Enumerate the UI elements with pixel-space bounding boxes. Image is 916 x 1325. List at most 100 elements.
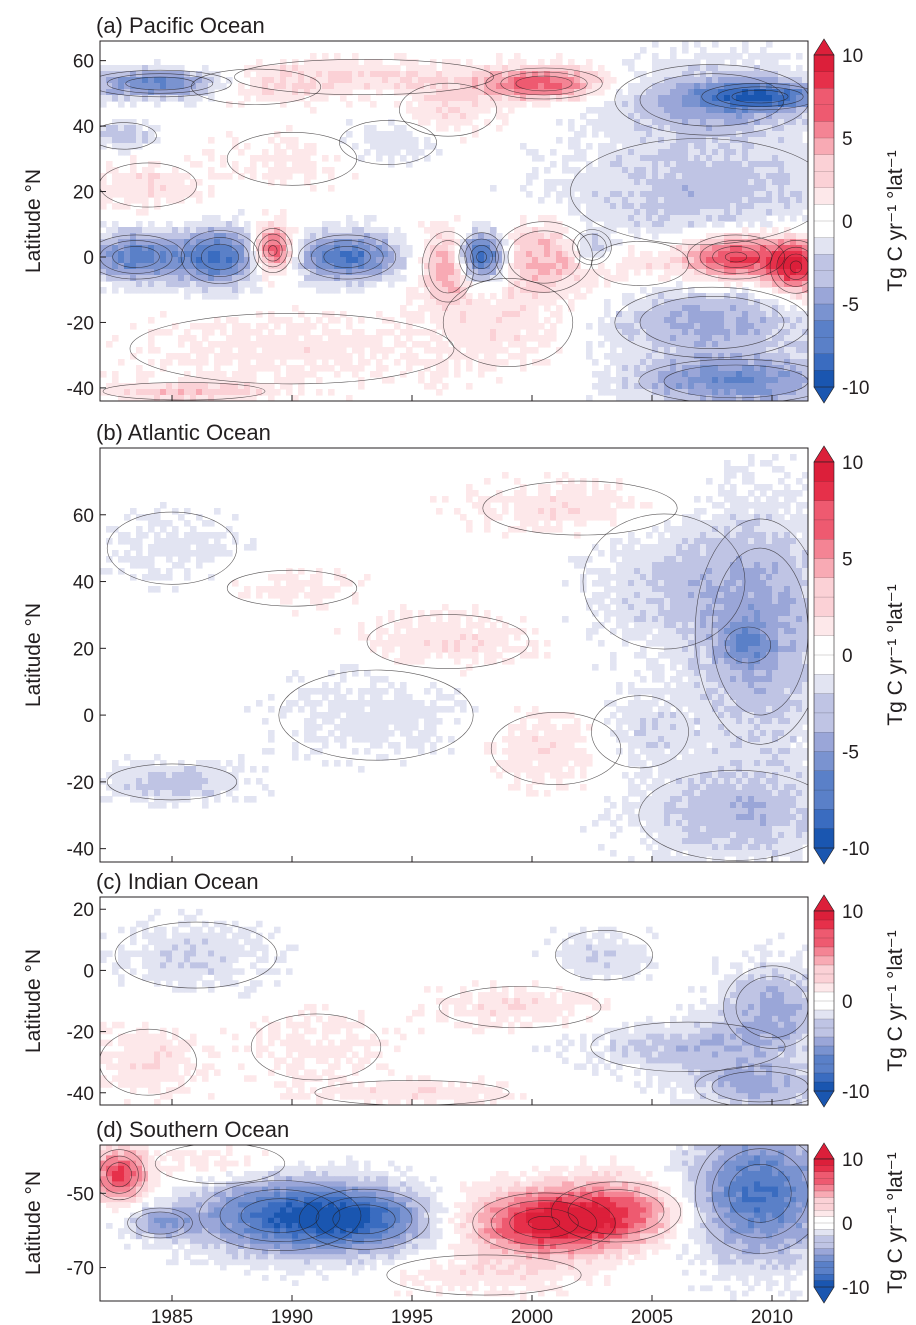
- colorbar-step: [814, 911, 834, 921]
- plot-frame: [99, 40, 809, 402]
- contour-line: [102, 382, 266, 401]
- colorbar-step: [814, 221, 834, 238]
- contour-line: [100, 69, 232, 98]
- colorbar-step: [814, 809, 834, 830]
- colorbar-step: [814, 1203, 834, 1211]
- contour-line: [735, 976, 808, 1038]
- colorbar-step: [814, 635, 834, 656]
- y-tick-label: -40: [67, 379, 94, 400]
- contour-line: [268, 245, 278, 256]
- contour-line: [614, 286, 808, 359]
- contour-line: [639, 295, 785, 349]
- contour-line: [711, 1071, 808, 1103]
- colorbar-step: [814, 500, 834, 521]
- colorbar-label: Tg C yr⁻¹ °lat⁻¹: [884, 150, 907, 291]
- y-tick-label: 20: [73, 183, 94, 204]
- heatmap-field: [100, 448, 808, 862]
- colorbar: 10 5 0 -5 -10 Tg C yr⁻¹ °lat⁻¹: [813, 445, 907, 865]
- contour-line: [125, 76, 195, 91]
- contour-line: [590, 1021, 786, 1073]
- colorbar-step: [814, 938, 834, 948]
- contour-line: [724, 626, 771, 664]
- colorbar: 10 0 -10 Tg C yr⁻¹ °lat⁻¹: [813, 1142, 907, 1304]
- contour-line: [314, 1080, 510, 1105]
- colorbar-tick-label: 5: [842, 550, 853, 571]
- contour-line: [106, 1162, 132, 1188]
- colorbar-tick-label: 10: [842, 453, 863, 474]
- colorbar-label: Tg C yr⁻¹ °lat⁻¹: [884, 584, 907, 725]
- colorbar-step: [814, 237, 834, 255]
- colorbar-step: [814, 121, 834, 139]
- colorbar-max-arrow: [813, 1142, 835, 1160]
- colorbar-step: [814, 1229, 834, 1237]
- colorbar-max-arrow: [813, 445, 835, 463]
- colorbar-step: [814, 597, 834, 617]
- colorbar-step: [814, 187, 834, 205]
- contour-line: [399, 82, 497, 137]
- colorbar-step: [814, 304, 834, 321]
- colorbar-step: [814, 1073, 834, 1083]
- panel-4: (d) Southern Ocean -50 -70 Latitude °N 10 0 -1…: [22, 1117, 907, 1304]
- y-tick-label: -20: [67, 313, 94, 334]
- colorbar-step: [814, 956, 834, 966]
- contour-line: [386, 1254, 582, 1296]
- y-axis-label: Latitude °N: [22, 603, 45, 707]
- contour-line: [527, 1216, 561, 1231]
- colorbar-step: [814, 1267, 834, 1275]
- colorbar-step: [814, 983, 834, 993]
- colorbar-tick-label: 5: [842, 129, 853, 150]
- colorbar-min-arrow: [813, 1090, 835, 1108]
- contour-line: [694, 518, 808, 745]
- colorbar-step: [814, 1178, 834, 1185]
- contour-line: [298, 234, 397, 280]
- contour-line: [567, 1189, 665, 1235]
- contour-line: [591, 695, 689, 769]
- colorbar-step: [814, 138, 834, 155]
- colorbar-step: [814, 519, 834, 540]
- contour-line: [694, 1145, 808, 1254]
- contour-line: [509, 1208, 579, 1238]
- colorbar-tick-label: -10: [842, 1082, 869, 1103]
- colorbar-step: [814, 55, 834, 72]
- contour-line: [198, 1180, 362, 1251]
- contour-line: [100, 1028, 197, 1096]
- colorbar-step: [814, 1242, 834, 1249]
- colorbar-tick-label: 0: [842, 1214, 853, 1235]
- panel-title: (a) Pacific Ocean: [96, 13, 265, 38]
- y-tick-label: 20: [73, 639, 94, 660]
- colorbar-step: [814, 1028, 834, 1038]
- x-tick-label: 1985: [151, 1307, 193, 1325]
- colorbar-step: [814, 577, 834, 598]
- x-tick-label: 1990: [271, 1307, 313, 1325]
- colorbar-step: [814, 270, 834, 288]
- contour-line: [591, 241, 689, 286]
- contour-line: [127, 1207, 193, 1239]
- contour-line: [783, 253, 808, 280]
- contour-line: [100, 1149, 146, 1201]
- panel-title: (c) Indian Ocean: [96, 869, 259, 894]
- contour-line: [263, 239, 283, 262]
- colorbar-step: [814, 320, 834, 338]
- contour-line: [323, 246, 371, 268]
- contour-line: [106, 511, 238, 585]
- contour-line: [339, 120, 437, 165]
- colorbar-tick-label: 10: [842, 1150, 863, 1171]
- colorbar-step: [814, 616, 834, 637]
- heatmap-field: [100, 41, 808, 401]
- colorbar: 10 5 0 -5 -10 Tg C yr⁻¹ °lat⁻¹: [813, 38, 907, 404]
- y-tick-label: -20: [67, 1023, 94, 1044]
- contour-line: [421, 231, 475, 303]
- colorbar-tick-label: -10: [842, 839, 869, 860]
- colorbar-tick-label: 0: [842, 212, 853, 233]
- heatmap-field: [100, 897, 808, 1105]
- colorbar-label: Tg C yr⁻¹ °lat⁻¹: [884, 1152, 907, 1293]
- colorbar-label: Tg C yr⁻¹ °lat⁻¹: [884, 930, 907, 1071]
- contour-line: [490, 1200, 598, 1246]
- panel-title: (d) Southern Ocean: [96, 1117, 289, 1142]
- contour-line: [106, 73, 214, 94]
- contour-line: [438, 986, 602, 1029]
- y-tick-label: 40: [73, 117, 94, 138]
- contour-line: [106, 763, 238, 801]
- contour-line: [258, 233, 288, 268]
